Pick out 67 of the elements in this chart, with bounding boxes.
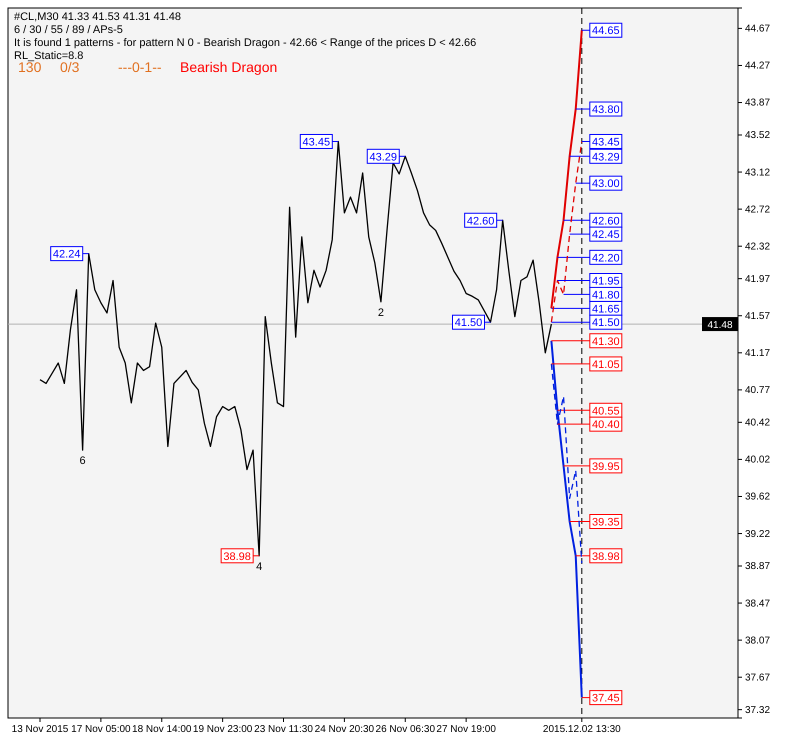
data-label: 40.55: [592, 405, 620, 418]
text: 6 / 30 / 55 / 89 / APs-5: [14, 24, 123, 36]
data-label: 38.98: [592, 550, 620, 563]
annotation: It is found 1 patterns - for pattern N 0 - Bearish Dragon - 42.66 < Range of the prices D < 42.66: [14, 37, 476, 49]
y-tick-label: 40.02: [745, 454, 770, 466]
x-tick-label: 19 Nov 23:00: [192, 724, 253, 736]
data-label: 44.65: [592, 25, 620, 38]
y-tick-label: 41.17: [745, 348, 770, 360]
data-label: 41.65: [592, 303, 620, 316]
x-tick-label: 13 Nov 2015: [12, 724, 69, 736]
annotation: 6: [80, 455, 86, 468]
data-label: 37.45: [592, 692, 620, 705]
data-label: 41.05: [592, 358, 620, 371]
annotation: Bearish Dragon: [180, 59, 278, 75]
annotation: RL_Static=8.8: [14, 50, 84, 62]
y-tick-label: 38.07: [745, 635, 770, 646]
y-tick-label: 44.27: [745, 60, 770, 72]
data-label: 42.24: [52, 248, 80, 261]
data-label: 43.45: [302, 136, 330, 148]
data-label: 40.40: [592, 419, 620, 432]
y-tick-label: 41.97: [745, 274, 770, 285]
data-label: 43.80: [592, 104, 620, 116]
data-label: 43.00: [592, 178, 620, 190]
annotation: ---0-1--: [118, 59, 162, 75]
y-tick-label: 43.87: [745, 98, 770, 109]
y-tick-label: 41.57: [745, 310, 770, 322]
x-tick-label: 2015.12.02 13:30: [542, 724, 622, 736]
data-label: 42.20: [592, 252, 620, 264]
x-tick-label: 27 Nov 19:00: [436, 724, 496, 736]
annotation: 0/3: [60, 59, 80, 75]
y-tick-label: 38.47: [745, 598, 770, 610]
data-label: 42.60: [466, 215, 494, 228]
x-tick-label: 18 Nov 14:00: [132, 724, 192, 736]
y-tick-label: 43.52: [745, 130, 770, 142]
y-tick-label: 42.72: [745, 204, 770, 216]
y-tick-label: 44.67: [745, 24, 770, 35]
y-tick-label: 37.32: [745, 704, 770, 716]
data-label: 41.50: [592, 317, 620, 330]
y-tick-label: 40.77: [745, 385, 770, 396]
data-label: 42.60: [592, 215, 620, 228]
line-series: [550, 340, 583, 699]
ref-line-label: 41.48: [707, 320, 733, 332]
chart-title: #CL,M30 41.33 41.53 41.31 41.48: [14, 11, 181, 23]
y-tick-label: 39.22: [745, 528, 770, 540]
annotation: 4: [256, 560, 262, 573]
y-tick-label: 39.62: [745, 492, 770, 503]
data-label: 38.98: [223, 550, 251, 563]
x-tick-label: 24 Nov 20:30: [314, 724, 375, 736]
data-label: 41.30: [592, 336, 620, 348]
x-tick-label: 26 Nov 06:30: [376, 724, 436, 736]
data-label: 43.45: [592, 136, 620, 148]
y-tick-label: 40.42: [745, 418, 770, 429]
y-tick-label: 42.32: [745, 241, 770, 252]
data-label: 43.29: [592, 151, 620, 164]
data-label: 41.95: [592, 276, 620, 288]
y-tick-label: 38.87: [745, 561, 770, 572]
data-label: 39.95: [592, 460, 620, 473]
data-label: 41.50: [454, 317, 482, 330]
data-label: 39.35: [592, 516, 620, 528]
data-label: 41.80: [592, 289, 620, 302]
x-tick-label: 23 Nov 11:30: [254, 724, 314, 736]
data-label: 42.45: [592, 229, 620, 242]
y-tick-label: 37.67: [745, 672, 770, 684]
data-label: 43.29: [370, 151, 398, 164]
x-tick-label: 17 Nov 05:00: [71, 724, 132, 736]
annotation: 2: [378, 306, 384, 319]
y-tick-label: 43.12: [745, 167, 770, 178]
